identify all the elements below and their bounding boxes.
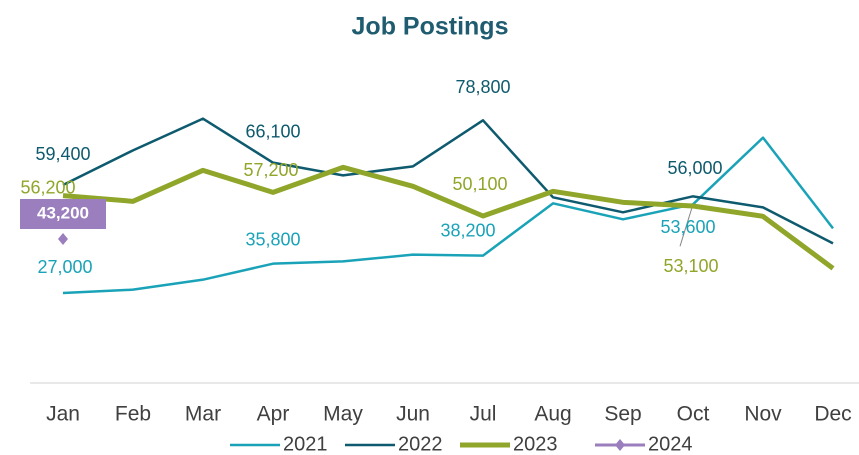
data-label: 53,100 (663, 256, 718, 276)
chart-title: Job Postings (352, 13, 509, 41)
data-label: 50,100 (452, 174, 507, 194)
legend-label: 2022 (398, 433, 443, 455)
x-tick-label: Sep (604, 403, 641, 426)
data-label: 78,800 (455, 77, 510, 97)
legend-label: 2024 (648, 433, 693, 455)
legend-label: 2023 (513, 433, 558, 455)
data-label: 59,400 (35, 144, 90, 164)
data-label: 35,800 (245, 229, 300, 249)
series-line (62, 164, 835, 271)
legend-marker (615, 439, 625, 451)
data-label: 57,200 (243, 160, 298, 180)
series-line (62, 136, 834, 295)
data-label: 38,200 (440, 220, 495, 240)
x-tick-label: Apr (257, 403, 290, 426)
leader-line (679, 204, 694, 247)
x-tick-label: Dec (814, 403, 851, 426)
x-tick-label: Jun (396, 403, 430, 426)
data-label: 27,000 (37, 257, 92, 277)
x-tick-label: Oct (677, 403, 710, 426)
data-label: 56,000 (667, 158, 722, 178)
x-tick-label: May (323, 403, 363, 426)
marker (58, 233, 68, 245)
data-label: 56,200 (20, 177, 75, 197)
legend-label: 2021 (283, 433, 328, 455)
series-line (62, 117, 834, 245)
data-label: 66,100 (245, 121, 300, 141)
data-label: 43,200 (37, 203, 89, 222)
x-tick-label: Feb (115, 403, 151, 426)
x-tick-label: Nov (744, 403, 782, 426)
x-tick-label: Aug (534, 403, 571, 426)
data-label: 53,600 (660, 217, 715, 237)
x-tick-label: Mar (185, 403, 221, 426)
x-tick-label: Jul (470, 403, 497, 426)
x-tick-label: Jan (46, 403, 80, 426)
data-label-box (20, 199, 106, 229)
